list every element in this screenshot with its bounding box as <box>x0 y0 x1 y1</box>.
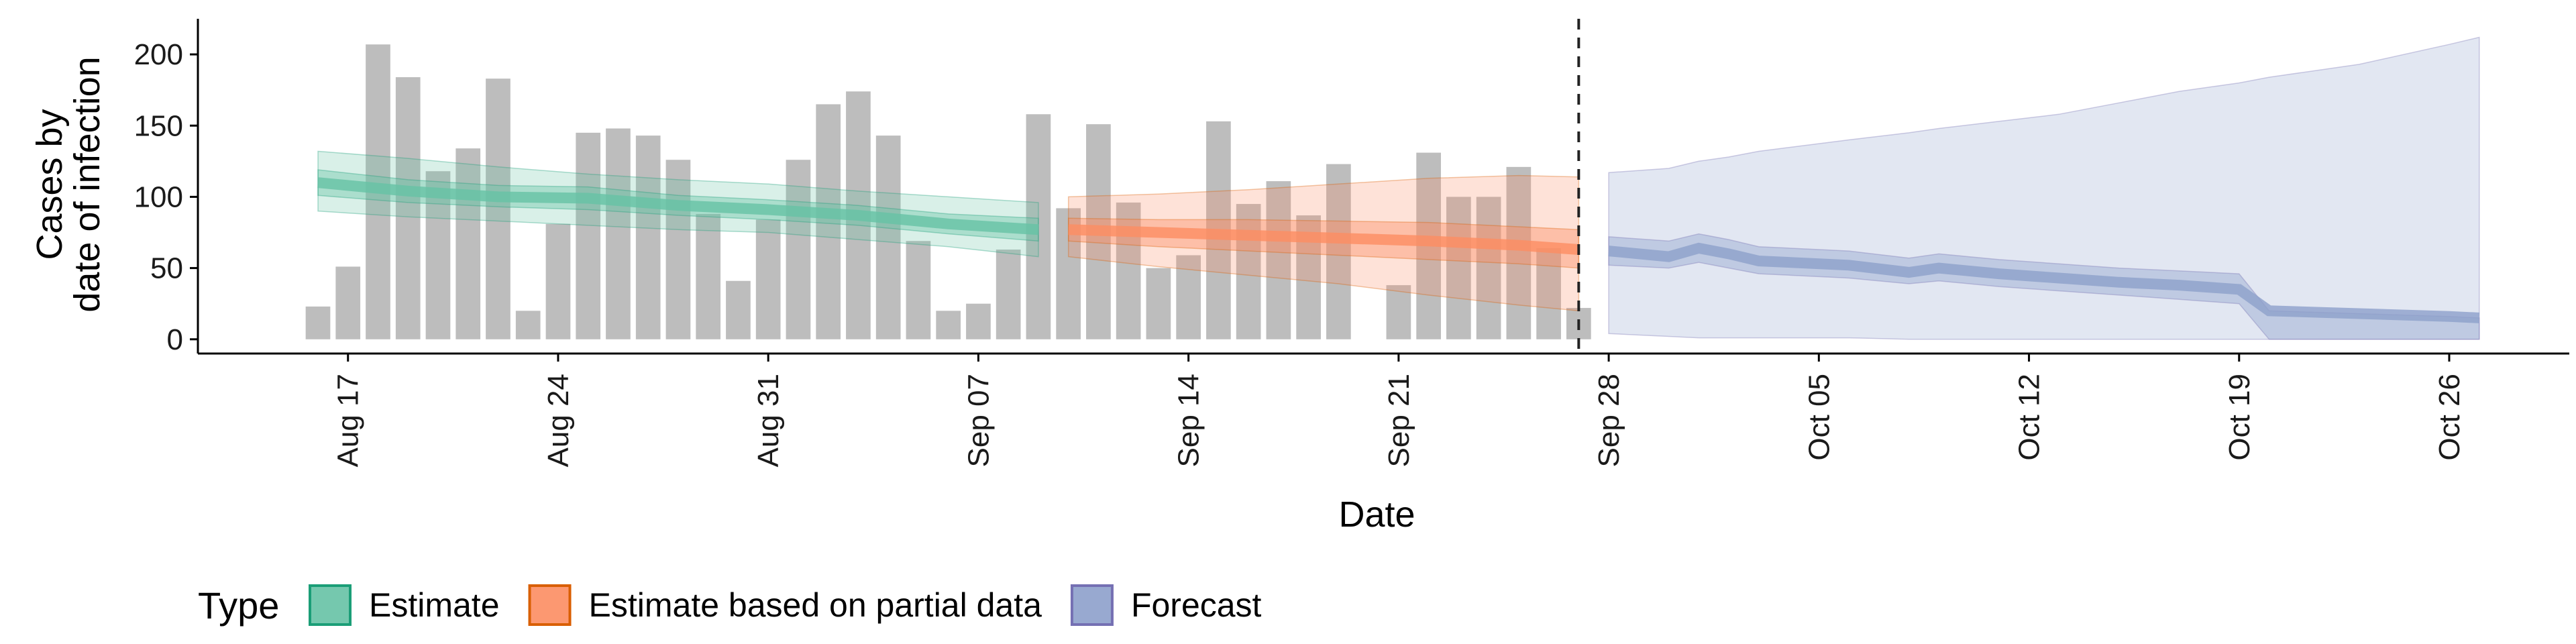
legend-item-3-label: Forecast <box>1131 586 1262 624</box>
bar-2020-09-17 <box>1266 181 1291 339</box>
axes-layer: 0 50 100 150 200 Aug 17 Aug 24 Aug 31 Sep 07 Sep… <box>134 19 2569 467</box>
x-tick-label-2020-08-31: Aug 31 <box>752 374 785 467</box>
y-ticks: 0 50 100 150 200 <box>134 38 198 356</box>
legend-item-2-swatch <box>528 584 572 626</box>
bar-2020-09-04 <box>875 136 901 339</box>
legend-title: Type <box>198 584 279 627</box>
y-tick-label-100: 100 <box>134 180 183 213</box>
bar-2020-08-17 <box>335 266 361 339</box>
bar-2020-08-30 <box>726 280 751 339</box>
x-tick-label-2020-10-05: Oct 05 <box>1803 374 1835 461</box>
bar-2020-09-12 <box>1116 202 1141 339</box>
bar-2020-08-28 <box>665 160 691 339</box>
series-3-outer-band <box>1608 36 2480 340</box>
bar-2020-09-06 <box>936 311 961 339</box>
y-axis-title-line-2: date of infection <box>67 56 107 312</box>
bars-layer <box>305 44 1591 339</box>
y-tick-label-200: 200 <box>134 38 183 71</box>
x-ticks: Aug 17 Aug 24 Aug 31 Sep 07 Sep 14 Sep 21 Sep … <box>332 354 2466 467</box>
series-1-median-line <box>317 177 1039 235</box>
x-tick-label-2020-09-28: Sep 28 <box>1593 374 1625 467</box>
x-tick-label-2020-08-24: Aug 24 <box>542 374 575 467</box>
x-tick-label-2020-10-26: Oct 26 <box>2433 374 2466 461</box>
bar-2020-09-23 <box>1446 197 1471 339</box>
bar-2020-08-19 <box>395 77 421 339</box>
bar-2020-08-22 <box>486 78 511 339</box>
bar-2020-09-16 <box>1236 204 1261 339</box>
bar-2020-08-25 <box>576 132 601 339</box>
bar-2020-09-02 <box>816 104 841 339</box>
x-tick-label-2020-09-07: Sep 07 <box>962 374 995 467</box>
x-axis-title: Date <box>1338 494 1415 535</box>
bar-2020-08-31 <box>755 219 781 339</box>
bar-2020-09-01 <box>786 160 811 339</box>
bar-2020-09-14 <box>1176 255 1201 339</box>
series-2-median-line <box>1068 224 1579 255</box>
bar-2020-09-19 <box>1326 164 1351 339</box>
bar-2020-08-27 <box>635 136 661 339</box>
legend-item-2-label: Estimate based on partial data <box>589 586 1042 624</box>
legend: Type Estimate Estimate based on partial d… <box>198 584 1262 627</box>
y-axis-title-line-1: Cases by <box>30 109 70 260</box>
bar-2020-09-05 <box>906 241 931 339</box>
bar-2020-08-26 <box>606 128 631 339</box>
legend-item-3-swatch <box>1070 584 1114 626</box>
bar-2020-08-20 <box>425 171 451 339</box>
x-tick-label-2020-08-17: Aug 17 <box>332 374 365 467</box>
y-tick-label-150: 150 <box>134 109 183 142</box>
bar-2020-09-07 <box>966 303 991 339</box>
bar-2020-09-26 <box>1536 248 1561 339</box>
x-tick-label-2020-09-21: Sep 21 <box>1383 374 1415 467</box>
bar-2020-08-16 <box>305 306 331 339</box>
y-tick-label-0: 0 <box>167 323 183 356</box>
series-layer <box>317 36 2480 340</box>
bar-2020-08-24 <box>545 223 571 339</box>
bar-2020-09-13 <box>1146 268 1171 339</box>
x-tick-label-2020-10-19: Oct 19 <box>2223 374 2256 461</box>
bar-2020-08-29 <box>696 213 721 339</box>
series-3-median-line <box>1608 242 2480 323</box>
bar-2020-09-25 <box>1506 166 1532 339</box>
x-tick-label-2020-09-14: Sep 14 <box>1173 374 1205 467</box>
bar-2020-09-24 <box>1476 197 1501 339</box>
legend-item-1-label: Estimate <box>369 586 500 624</box>
bar-2020-08-21 <box>455 148 481 339</box>
legend-item-1-swatch <box>309 584 352 626</box>
x-tick-label-2020-10-12: Oct 12 <box>2013 374 2046 461</box>
bar-2020-08-23 <box>515 311 541 339</box>
y-tick-label-50: 50 <box>150 252 183 285</box>
bar-2020-09-21 <box>1386 285 1411 339</box>
bar-2020-09-08 <box>996 249 1021 339</box>
